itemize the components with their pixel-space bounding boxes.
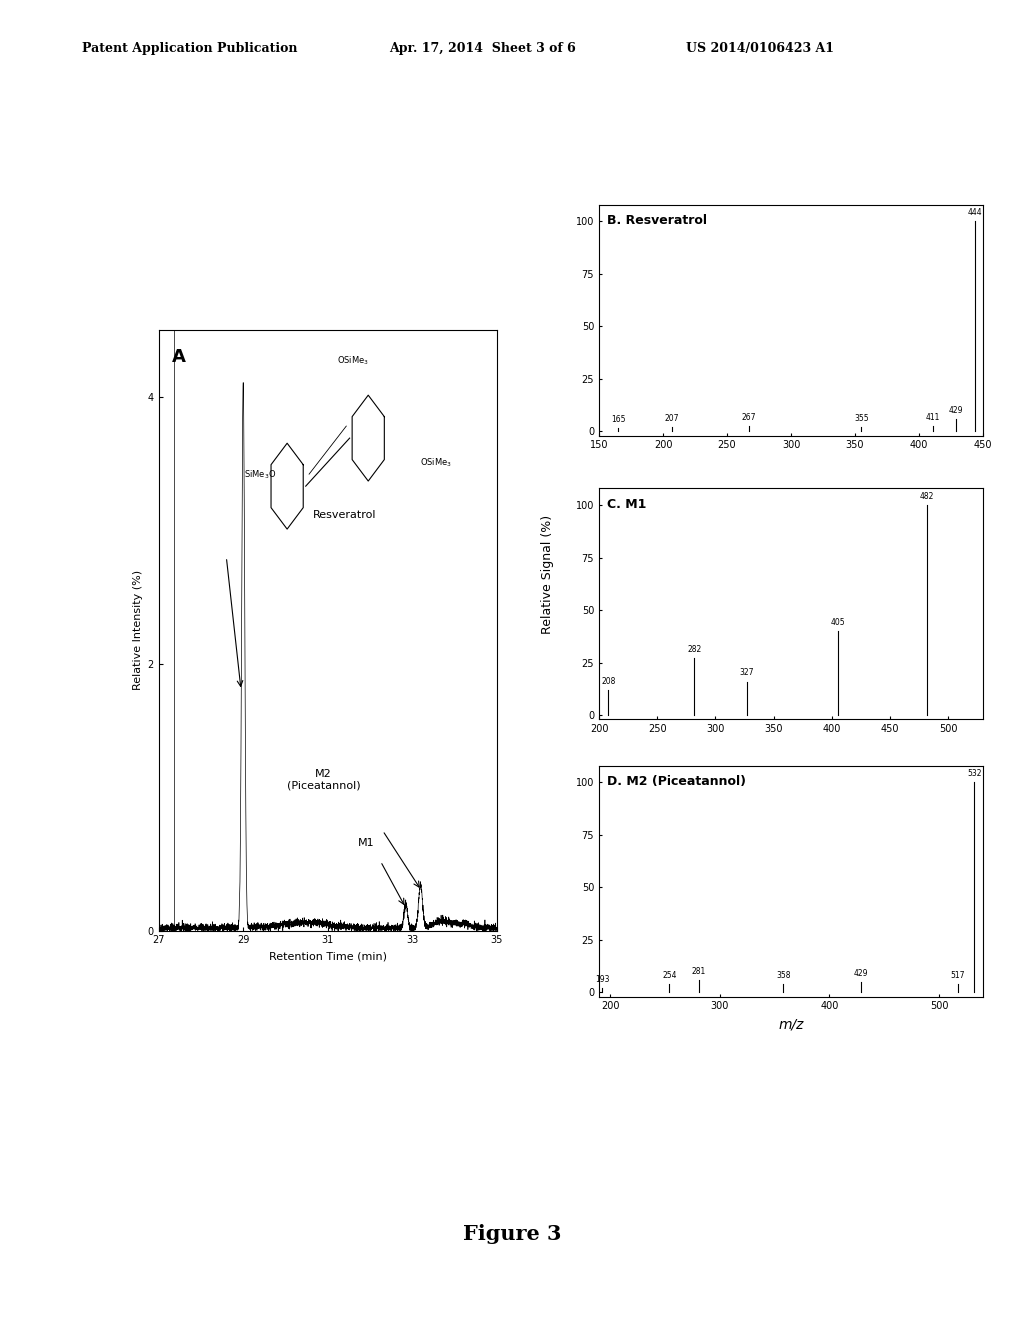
Text: 281: 281 xyxy=(692,966,706,975)
Text: 193: 193 xyxy=(595,975,609,983)
Text: 267: 267 xyxy=(741,413,756,422)
Text: 482: 482 xyxy=(920,492,934,502)
Text: 355: 355 xyxy=(854,414,868,422)
X-axis label: Retention Time (min): Retention Time (min) xyxy=(268,950,387,961)
Text: B. Resveratrol: B. Resveratrol xyxy=(606,214,707,227)
Text: 411: 411 xyxy=(926,413,940,422)
Text: 429: 429 xyxy=(949,405,964,414)
Text: OSiMe$_3$: OSiMe$_3$ xyxy=(420,457,452,469)
Text: Resveratrol: Resveratrol xyxy=(312,511,377,520)
Text: M1: M1 xyxy=(357,838,374,847)
Text: A: A xyxy=(172,348,186,366)
Text: 327: 327 xyxy=(739,668,754,677)
Text: SiMe$_3$O: SiMe$_3$O xyxy=(244,469,276,480)
Text: Apr. 17, 2014  Sheet 3 of 6: Apr. 17, 2014 Sheet 3 of 6 xyxy=(389,42,575,55)
Text: C. M1: C. M1 xyxy=(606,498,646,511)
Text: Relative Signal (%): Relative Signal (%) xyxy=(542,515,554,634)
Text: Patent Application Publication: Patent Application Publication xyxy=(82,42,297,55)
Text: 208: 208 xyxy=(601,677,615,686)
Text: 165: 165 xyxy=(611,414,626,424)
Text: 282: 282 xyxy=(687,645,701,655)
Text: 207: 207 xyxy=(665,414,679,422)
Text: OSiMe$_3$: OSiMe$_3$ xyxy=(337,354,369,367)
Text: 444: 444 xyxy=(968,209,983,218)
Y-axis label: Relative Intensity (%): Relative Intensity (%) xyxy=(133,570,143,690)
Text: M2
(Piceatannol): M2 (Piceatannol) xyxy=(287,768,360,791)
Text: 517: 517 xyxy=(950,970,965,979)
X-axis label: m/z: m/z xyxy=(778,1016,804,1031)
Text: US 2014/0106423 A1: US 2014/0106423 A1 xyxy=(686,42,835,55)
Text: 254: 254 xyxy=(662,970,677,979)
Text: D. M2 (Piceatannol): D. M2 (Piceatannol) xyxy=(606,775,745,788)
Text: 358: 358 xyxy=(776,970,791,979)
Text: Figure 3: Figure 3 xyxy=(463,1224,561,1245)
Text: 405: 405 xyxy=(830,618,845,627)
Text: 532: 532 xyxy=(967,770,982,779)
Text: 429: 429 xyxy=(854,969,868,978)
